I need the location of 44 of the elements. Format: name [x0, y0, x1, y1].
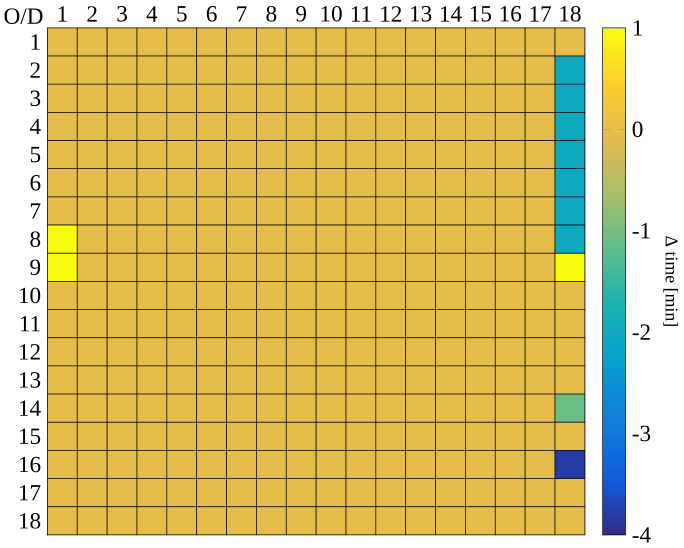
x-tick-label: 1	[58, 6, 67, 22]
x-tick-label: 5	[177, 6, 187, 22]
x-tick-label: 14	[440, 6, 462, 22]
x-tick-label: 9	[296, 6, 306, 22]
y-tick-label: 18	[20, 512, 40, 528]
x-tick-label: 13	[411, 6, 432, 22]
color-bar-label: 0	[632, 121, 642, 137]
y-tick-label: 3	[30, 90, 40, 106]
x-tick-label: 2	[87, 6, 97, 22]
y-tick-label: 2	[30, 62, 40, 78]
y-tick-label: 12	[20, 344, 40, 360]
y-tick-label: 9	[30, 259, 40, 275]
x-tick-label: 3	[117, 6, 127, 22]
x-tick-label: 18	[560, 6, 581, 22]
x-tick-label: 6	[206, 6, 217, 22]
y-tick-label: 8	[30, 231, 40, 247]
x-tick-label: 17	[530, 6, 551, 22]
y-tick-label: 5	[30, 146, 40, 162]
x-tick-label: 15	[470, 6, 492, 22]
x-tick-label: 8	[266, 6, 276, 22]
color-bar-label: -4	[632, 527, 651, 542]
y-tick-label: 10	[20, 287, 40, 304]
x-tick-label: 7	[237, 6, 247, 22]
x-tick-label: 4	[146, 6, 158, 22]
y-tick-label: 7	[31, 203, 40, 218]
color-bar-label: -1	[632, 222, 650, 238]
y-tick-label: 4	[30, 118, 41, 134]
x-tick-label: 11	[352, 6, 371, 22]
y-tick-label: 13	[20, 372, 40, 388]
x-tick-label: 10	[322, 6, 342, 22]
color-bar-label: -3	[632, 425, 650, 442]
y-tick-label: 14	[20, 400, 41, 416]
x-tick-label: 12	[381, 6, 402, 22]
y-tick-label: 17	[20, 484, 40, 500]
y-tick-label: 6	[30, 174, 40, 190]
text: O/D	[4, 8, 43, 24]
color-bar-title: Δ time [min]	[663, 236, 678, 326]
x-tick-label: 16	[500, 6, 522, 22]
y-tick-label: 11	[20, 316, 40, 332]
y-tick-label: 16	[20, 456, 40, 472]
color-bar-label: 1	[634, 20, 642, 36]
y-tick-label: 15	[20, 428, 40, 444]
color-bar-label: -2	[632, 324, 650, 340]
y-tick-label: 1	[32, 34, 40, 50]
